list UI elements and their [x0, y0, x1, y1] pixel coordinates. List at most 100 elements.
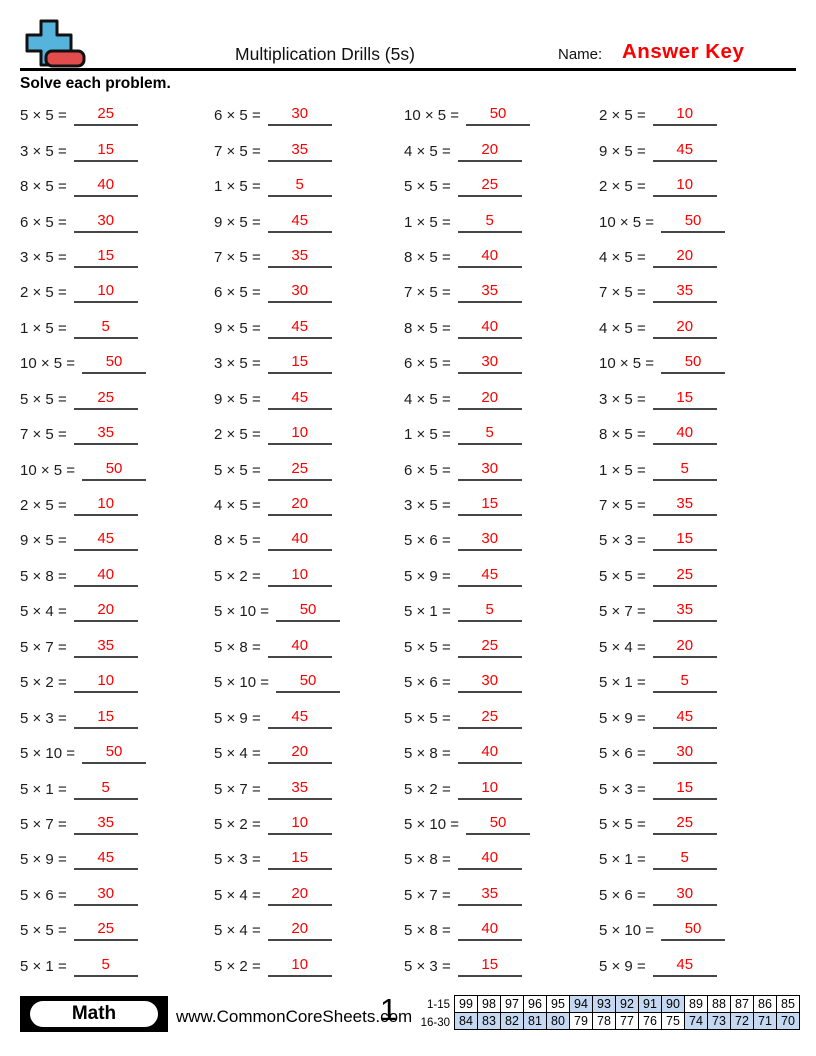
problem-question: 5 × 3 =: [20, 709, 67, 727]
score-range-1-15: 1-15: [426, 999, 450, 1011]
instruction-text: Solve each problem.: [20, 75, 171, 92]
answer-blank: 30: [267, 282, 332, 304]
problem-question: 5 × 6 =: [404, 674, 451, 692]
problem-row: 5 × 6 = 30: [404, 523, 599, 558]
problem-row: 8 × 5 = 40: [404, 240, 599, 275]
score-cell: 87: [730, 995, 754, 1013]
problem-row: 4 × 5 = 20: [404, 133, 599, 168]
problem-row: 5 × 9 = 45: [214, 700, 404, 735]
problem-row: 7 × 5 = 35: [214, 133, 404, 168]
problem-row: 1 × 5 = 5: [599, 452, 776, 487]
score-cell: 97: [500, 995, 524, 1013]
problem-question: 8 × 5 =: [20, 178, 67, 196]
problem-row: 10 × 5 = 50: [599, 346, 776, 381]
problem-question: 5 × 6 =: [20, 886, 67, 904]
problem-row: 5 × 2 = 10: [404, 771, 599, 806]
problem-row: 3 × 5 = 15: [214, 346, 404, 381]
answer-blank: 45: [652, 708, 717, 729]
problem-row: 8 × 5 = 40: [404, 311, 599, 346]
problem-row: 1 × 5 = 5: [404, 417, 599, 452]
problem-question: 5 × 4 =: [214, 886, 261, 904]
problem-row: 9 × 5 = 45: [599, 133, 776, 168]
problem-question: 5 × 3 =: [214, 851, 261, 869]
answer-blank: 50: [82, 460, 147, 481]
problem-row: 5 × 4 = 20: [214, 878, 404, 913]
answer-blank: 20: [652, 247, 717, 268]
problem-question: 10 × 5 =: [20, 461, 76, 479]
answer-blank: 20: [73, 601, 138, 623]
answer-blank: 30: [457, 530, 522, 552]
problem-row: 5 × 10 = 50: [20, 736, 214, 771]
answer-blank: 35: [267, 247, 332, 268]
score-range-labels: 1-15 16-30: [398, 997, 450, 1032]
answer-blank: 10: [267, 566, 332, 587]
answer-blank: 30: [652, 885, 717, 906]
answer-blank: 10: [267, 814, 332, 835]
problem-question: 5 × 5 =: [599, 567, 646, 585]
problem-question: 5 × 4 =: [214, 745, 261, 763]
problem-question: 4 × 5 =: [404, 390, 451, 408]
subject-badge: Math: [20, 996, 168, 1032]
answer-blank: 45: [457, 566, 522, 587]
answer-blank: 5: [73, 318, 138, 339]
answer-blank: 5: [267, 176, 332, 198]
answer-blank: 25: [267, 460, 332, 481]
problem-question: 10 × 5 =: [404, 107, 460, 125]
answer-blank: 20: [652, 318, 717, 339]
answer-blank: 30: [73, 885, 138, 906]
problem-row: 5 × 1 = 5: [20, 949, 214, 984]
problem-question: 10 × 5 =: [599, 213, 655, 231]
problem-row: 5 × 7 = 35: [20, 807, 214, 842]
problem-question: 9 × 5 =: [214, 319, 261, 337]
problem-question: 5 × 9 =: [599, 957, 646, 975]
problem-question: 5 × 8 =: [404, 745, 451, 763]
answer-blank: 20: [267, 885, 332, 906]
answer-blank: 10: [267, 956, 332, 977]
problem-question: 5 × 2 =: [20, 674, 67, 692]
problem-row: 5 × 7 = 35: [404, 878, 599, 913]
problem-question: 3 × 5 =: [404, 497, 451, 515]
problem-question: 5 × 5 =: [214, 461, 261, 479]
problem-row: 5 × 1 = 5: [20, 771, 214, 806]
answer-blank: 15: [267, 849, 332, 871]
answer-blank: 25: [73, 105, 138, 127]
score-cell: 83: [477, 1012, 501, 1030]
answer-blank: 50: [82, 743, 147, 765]
problem-row: 5 × 5 = 25: [20, 98, 214, 133]
problem-row: 3 × 5 = 15: [599, 382, 776, 417]
problem-row: 5 × 10 = 50: [404, 807, 599, 842]
problem-question: 5 × 10 =: [214, 674, 270, 692]
problem-question: 5 × 2 =: [214, 957, 261, 975]
answer-blank: 20: [267, 920, 332, 942]
answer-blank: 35: [73, 814, 138, 835]
problem-question: 2 × 5 =: [20, 284, 67, 302]
problem-row: 7 × 5 = 35: [599, 488, 776, 523]
answer-blank: 25: [73, 389, 138, 410]
problem-row: 5 × 2 = 10: [214, 949, 404, 984]
score-cell: 74: [684, 1012, 708, 1030]
problem-row: 5 × 7 = 35: [214, 771, 404, 806]
problem-question: 5 × 9 =: [599, 709, 646, 727]
grading-table-row: 84 83 82 81 80 79 78 77 76 75 74 73 72 71 70: [454, 1012, 800, 1030]
problem-question: 5 × 2 =: [214, 567, 261, 585]
score-cell: 95: [546, 995, 570, 1013]
problem-question: 3 × 5 =: [599, 390, 646, 408]
score-cell: 98: [477, 995, 501, 1013]
score-cell: 73: [707, 1012, 731, 1030]
problem-column: 6 × 5 = 30 7 × 5 = 35 1 × 5 = 5 9 × 5 = 45 7 × 5…: [214, 98, 404, 984]
problem-question: 5 × 6 =: [599, 745, 646, 763]
answer-blank: 25: [652, 566, 717, 587]
answer-blank: 10: [457, 779, 522, 800]
answer-blank: 30: [457, 460, 522, 481]
problem-row: 3 × 5 = 15: [20, 240, 214, 275]
problem-question: 5 × 10 =: [20, 745, 76, 763]
problem-row: 5 × 8 = 40: [404, 842, 599, 877]
answer-blank: 30: [652, 743, 717, 765]
answer-blank: 25: [457, 176, 522, 198]
problem-question: 5 × 1 =: [599, 674, 646, 692]
problem-question: 5 × 6 =: [404, 532, 451, 550]
answer-blank: 15: [652, 389, 717, 410]
score-cell: 89: [684, 995, 708, 1013]
answer-blank: 45: [267, 212, 332, 233]
